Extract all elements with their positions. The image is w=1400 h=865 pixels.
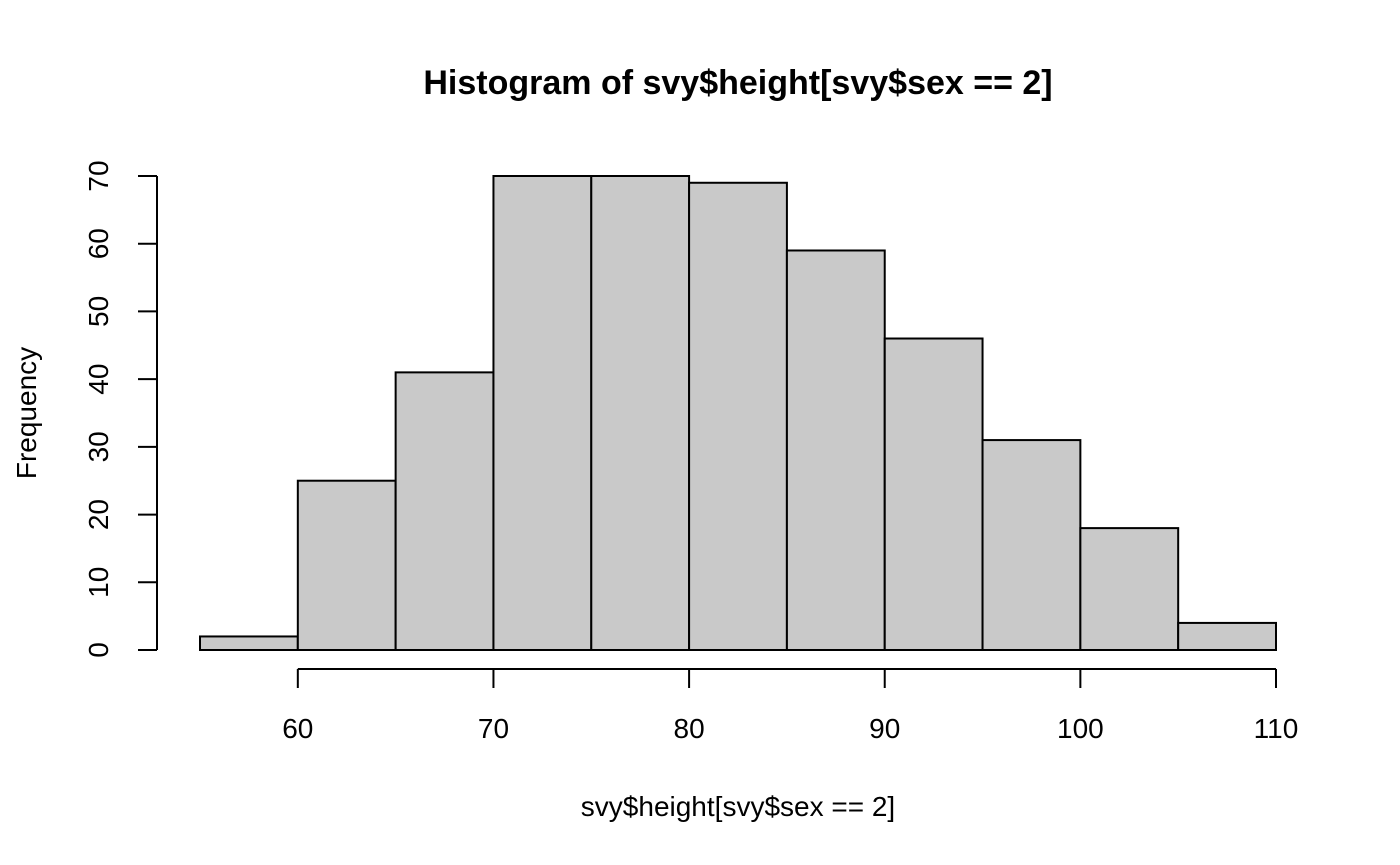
y-tick-label: 50 — [83, 296, 114, 327]
y-tick-label: 10 — [83, 567, 114, 598]
x-tick-label: 110 — [1254, 713, 1299, 744]
x-tick-label: 70 — [478, 713, 509, 744]
bars-layer — [199, 175, 1277, 652]
histogram-bar — [492, 175, 593, 651]
histogram-bar — [1079, 527, 1180, 651]
histogram-bar — [981, 439, 1082, 652]
histogram-bar — [199, 635, 299, 652]
histogram-bar — [883, 337, 984, 651]
x-tick-label: 60 — [282, 713, 313, 744]
histogram-bar — [296, 479, 397, 652]
histogram-bar — [1177, 621, 1277, 652]
y-tick-label: 30 — [83, 431, 114, 462]
histogram-bar — [590, 175, 691, 651]
chart-title: Histogram of svy$height[svy$sex == 2] — [423, 64, 1052, 102]
y-tick-label: 60 — [83, 228, 114, 259]
y-axis: 0 10 20 30 40 50 60 70 — [83, 160, 158, 658]
x-tick-label: 90 — [869, 713, 900, 744]
histogram-bar — [785, 249, 886, 651]
x-axis-title: svy$height[svy$sex == 2] — [581, 791, 895, 822]
y-tick-label: 70 — [83, 160, 114, 191]
x-tick-label: 80 — [674, 713, 705, 744]
histogram-bar — [394, 371, 495, 651]
y-tick-label: 20 — [83, 499, 114, 530]
histogram-bar — [688, 181, 788, 651]
y-tick-label: 40 — [83, 364, 114, 395]
x-axis: 60 70 80 90 100 110 — [282, 668, 1299, 744]
x-tick-label: 100 — [1057, 713, 1104, 744]
y-tick-label: 0 — [83, 642, 114, 658]
y-axis-title: Frequency — [11, 347, 42, 479]
